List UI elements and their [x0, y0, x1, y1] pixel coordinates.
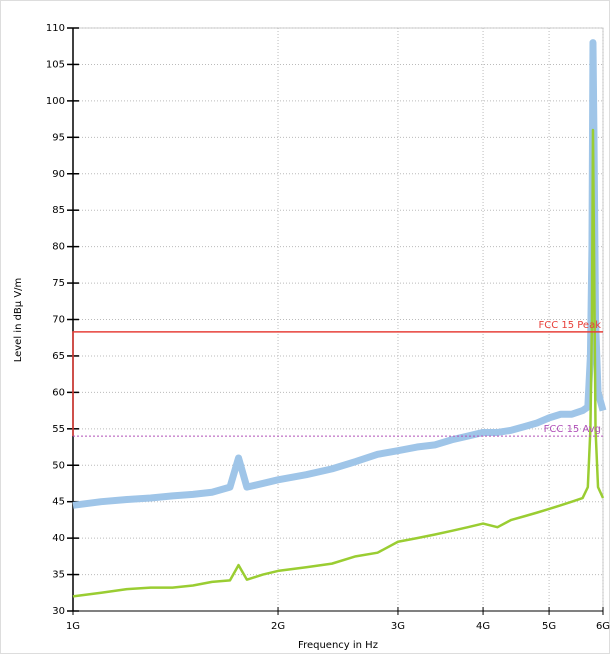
- y-tick-label: 35: [52, 570, 65, 581]
- y-tick-label: 95: [52, 132, 65, 143]
- y-tick-label: 40: [52, 533, 65, 544]
- series-label: FCC 15 Peak: [538, 320, 601, 331]
- y-tick-label: 50: [52, 460, 65, 471]
- y-tick-label: 105: [46, 59, 65, 70]
- y-tick-label: 30: [52, 606, 65, 617]
- y-tick-label: 75: [52, 278, 65, 289]
- x-tick-label: 1G: [66, 621, 80, 632]
- y-tick-label: 65: [52, 351, 65, 362]
- x-axis-title: Frequency in Hz: [298, 640, 378, 651]
- series-line: [72, 128, 605, 598]
- series-label: FCC 15 Avg: [544, 424, 601, 435]
- y-axis-title: Level in dBµ V/m: [13, 278, 24, 363]
- y-tick-label: 60: [52, 387, 65, 398]
- x-tick-label: 2G: [271, 621, 285, 632]
- y-tick-label: 110: [46, 23, 65, 34]
- series-line: [72, 39, 607, 509]
- y-tick-label: 90: [52, 169, 65, 180]
- y-tick-label: 70: [52, 315, 65, 326]
- y-tick-label: 55: [52, 424, 65, 435]
- x-tick-label: 4G: [476, 621, 490, 632]
- y-tick-label: 80: [52, 242, 65, 253]
- y-tick-label: 85: [52, 205, 65, 216]
- series-line: [72, 331, 603, 437]
- x-tick-label: 6G: [596, 621, 610, 632]
- x-tick-label: 5G: [542, 621, 556, 632]
- y-tick-label: 100: [46, 96, 65, 107]
- y-tick-label: 45: [52, 497, 65, 508]
- x-tick-label: 3G: [391, 621, 405, 632]
